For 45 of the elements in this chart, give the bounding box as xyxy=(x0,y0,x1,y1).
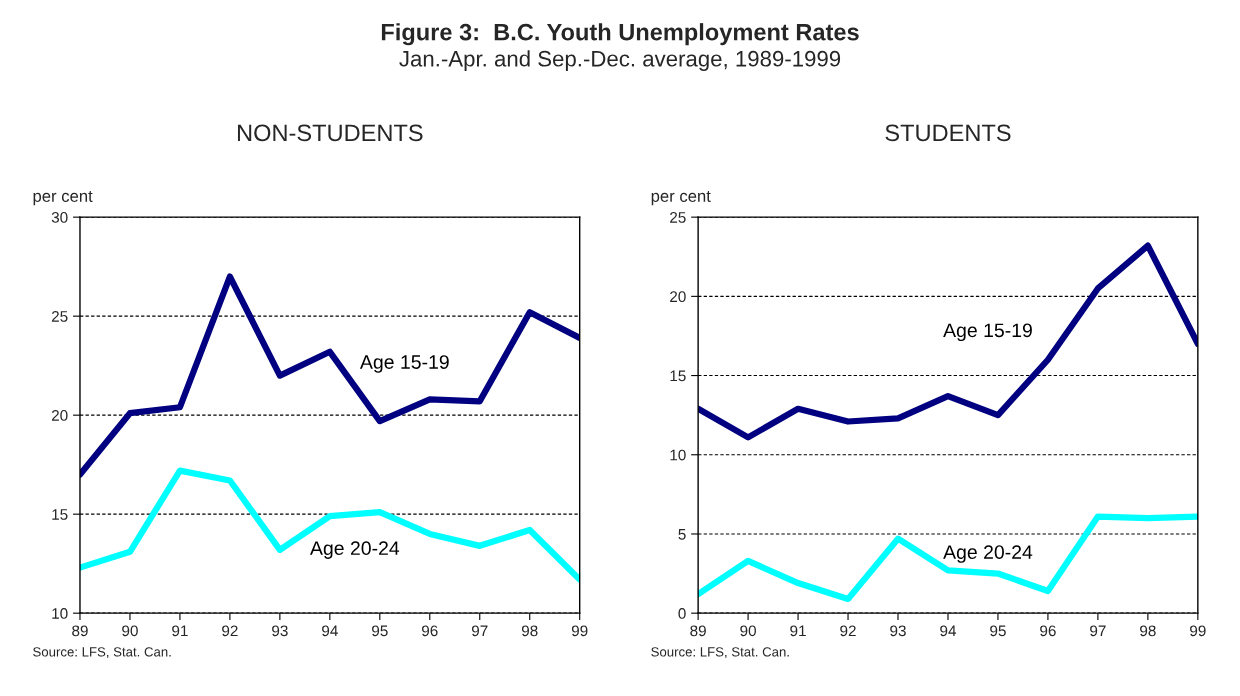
y-axis-title: per cent xyxy=(651,191,711,206)
source-note: Source: LFS, Stat. Can. xyxy=(33,647,171,659)
x-tick-label: 89 xyxy=(690,625,706,637)
x-tick-label: 99 xyxy=(1190,625,1206,637)
y-tick-label: 25 xyxy=(51,311,68,322)
x-tick-label: 93 xyxy=(272,625,288,637)
chart-title: NON-STUDENTS xyxy=(237,124,423,142)
x-tick-label: 97 xyxy=(1090,625,1106,637)
series-label: Age 15-19 xyxy=(359,355,449,373)
text: Jan.-Apr. and Sep.-Dec. average, 1989-1999 xyxy=(399,50,841,71)
caption: Figure 3: B.C. Youth Unemployment Rates xyxy=(381,23,859,46)
x-tick-label: 96 xyxy=(1040,625,1056,637)
x-tick-label: 99 xyxy=(571,625,588,637)
x-tick-label: 95 xyxy=(372,625,388,637)
x-tick-label: 96 xyxy=(422,625,438,637)
y-tick-label: 10 xyxy=(52,608,68,619)
y-tick-label: 20 xyxy=(670,291,686,303)
x-tick-label: 98 xyxy=(1140,625,1156,637)
y-tick-label: 15 xyxy=(52,509,68,520)
x-tick-label: 94 xyxy=(322,625,338,637)
series-label: Age 20-24 xyxy=(943,545,1033,563)
x-tick-label: 90 xyxy=(122,625,138,637)
x-tick-label: 97 xyxy=(471,625,488,637)
x-tick-label: 91 xyxy=(790,625,806,637)
y-tick-label: 15 xyxy=(670,370,686,382)
y-tick-label: 10 xyxy=(670,449,686,461)
chart-title: STUDENTS xyxy=(885,124,1011,142)
x-tick-label: 95 xyxy=(990,625,1006,637)
x-tick-label: 93 xyxy=(890,625,906,637)
series-label: Age 15-19 xyxy=(943,323,1032,342)
y-tick-label: 0 xyxy=(678,608,686,619)
y-axis-title: per cent xyxy=(33,191,93,206)
x-tick-label: 92 xyxy=(222,625,238,637)
series-label: Age 20-24 xyxy=(310,541,400,559)
x-tick-label: 94 xyxy=(940,625,957,637)
y-tick-label: 25 xyxy=(670,212,686,223)
x-tick-label: 89 xyxy=(72,625,88,637)
x-tick-label: 91 xyxy=(172,625,188,637)
y-tick-label: 5 xyxy=(678,529,686,540)
y-tick-label: 30 xyxy=(51,212,68,223)
x-tick-label: 92 xyxy=(840,625,856,637)
source-note: Source: LFS, Stat. Can. xyxy=(651,647,789,659)
x-tick-label: 90 xyxy=(740,625,756,637)
x-tick-label: 98 xyxy=(521,625,538,637)
y-tick-label: 20 xyxy=(51,410,68,421)
